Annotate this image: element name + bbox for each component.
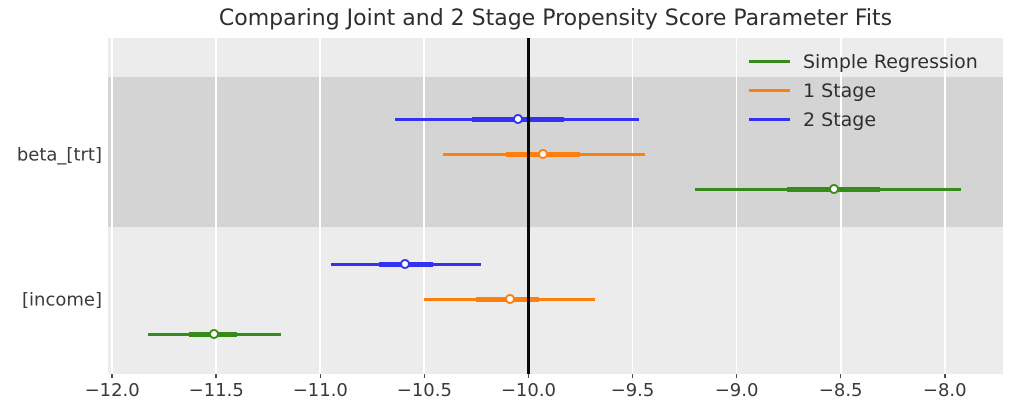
x-tick-label: −9.5: [610, 380, 655, 401]
x-tick-mark: [111, 374, 113, 378]
legend-label-1-stage: 1 Stage: [803, 79, 877, 102]
x-tick-mark: [943, 374, 946, 378]
point-estimate-marker: [208, 329, 219, 340]
x-tick-label: −9.0: [714, 380, 759, 401]
x-tick-mark: [527, 374, 530, 378]
point-estimate-marker: [512, 114, 523, 125]
x-gridline: [111, 38, 114, 374]
x-gridline: [735, 38, 738, 374]
x-tick-label: −8.5: [818, 380, 863, 401]
x-gridline: [423, 38, 426, 374]
y-axis-label-beta-trt: beta_[trt]: [16, 144, 102, 166]
legend-item-simple-regression: Simple Regression: [749, 47, 978, 76]
x-tick-label: −12.0: [84, 380, 140, 401]
legend-item-2-stage: 2 Stage: [749, 105, 978, 134]
legend: Simple Regression 1 Stage 2 Stage: [749, 47, 978, 134]
x-tick-label: −8.0: [922, 380, 967, 401]
x-tick-label: −11.0: [292, 380, 348, 401]
x-tick-mark: [631, 374, 634, 378]
x-gridline: [839, 38, 842, 374]
point-estimate-marker: [504, 294, 515, 305]
legend-line-1-stage-icon: [749, 89, 790, 92]
x-tick-label: −10.0: [500, 380, 557, 401]
x-gridline: [215, 38, 218, 374]
x-tick-label: −10.5: [396, 380, 452, 401]
y-axis-label-income: [income]: [22, 289, 102, 311]
legend-label-2-stage: 2 Stage: [803, 108, 877, 131]
x-tick-mark: [215, 374, 218, 378]
x-tick-mark: [735, 374, 738, 378]
x-tick-mark: [423, 374, 426, 378]
x-gridline: [631, 38, 634, 374]
point-estimate-marker: [829, 184, 840, 195]
plot-area: [108, 38, 1003, 374]
legend-line-2-stage-icon: [749, 118, 790, 121]
x-tick-label: −11.5: [188, 380, 244, 401]
legend-item-1-stage: 1 Stage: [749, 76, 978, 105]
point-estimate-marker: [537, 149, 548, 160]
x-tick-mark: [839, 374, 842, 378]
x-gridline: [319, 38, 322, 374]
point-estimate-marker: [400, 259, 411, 270]
chart-title: Comparing Joint and 2 Stage Propensity S…: [218, 6, 893, 31]
legend-line-simple-regression-icon: [749, 60, 790, 63]
legend-label-simple-regression: Simple Regression: [803, 50, 978, 73]
x-tick-mark: [319, 374, 322, 378]
reference-line: [527, 38, 530, 374]
x-gridline: [943, 38, 946, 374]
